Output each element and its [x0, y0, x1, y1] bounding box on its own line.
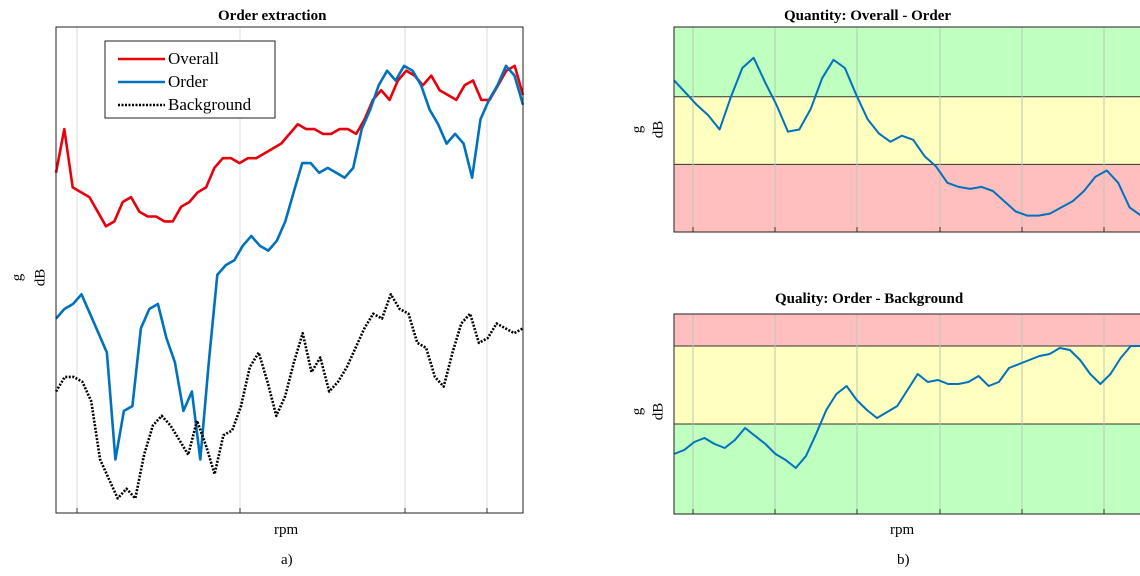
chart-b2-title: Quality: Order - Background: [775, 291, 964, 307]
chart-a-legend: Overall Order Background: [104, 40, 276, 119]
chart-b2-ylabel-db: dB: [650, 402, 667, 421]
series-line-overall: [54, 64, 525, 228]
chart-2-plot: [673, 313, 1140, 515]
plot-frame: [673, 26, 1140, 233]
zone-band-1: [674, 346, 1140, 424]
chart-b-panel-label: b): [897, 552, 910, 568]
zone-band-0: [674, 314, 1140, 346]
chart-0-plot: [54, 26, 525, 514]
series-line-0: [673, 56, 1140, 217]
zone-band-0: [674, 27, 1140, 97]
series-line-background: [54, 292, 524, 500]
series-line-order: [55, 64, 525, 461]
legend-label-overall: Overall: [168, 49, 219, 68]
chart-b1-title: Quantity: Overall - Order: [784, 8, 952, 24]
zone-band-2: [674, 424, 1140, 514]
chart-b1-ylabel-g: g: [629, 125, 646, 134]
plot-frame: [673, 313, 1140, 515]
chart-a-xlabel: rpm: [274, 522, 299, 538]
chart-b-xlabel: rpm: [890, 522, 915, 538]
zone-band-1: [674, 96, 1140, 165]
plot-frame: [55, 26, 524, 514]
chart-1-plot: [673, 26, 1140, 233]
series-line-0: [673, 345, 1140, 469]
legend-label-background: Background: [168, 95, 252, 114]
legend-label-order: Order: [168, 72, 208, 91]
zone-band-2: [674, 164, 1140, 232]
chart-a-panel-label: a): [281, 552, 293, 568]
chart-b1-ylabel-db: dB: [650, 120, 667, 139]
chart-b2-ylabel-g: g: [629, 407, 646, 416]
chart-a-title: Order extraction: [218, 8, 327, 24]
